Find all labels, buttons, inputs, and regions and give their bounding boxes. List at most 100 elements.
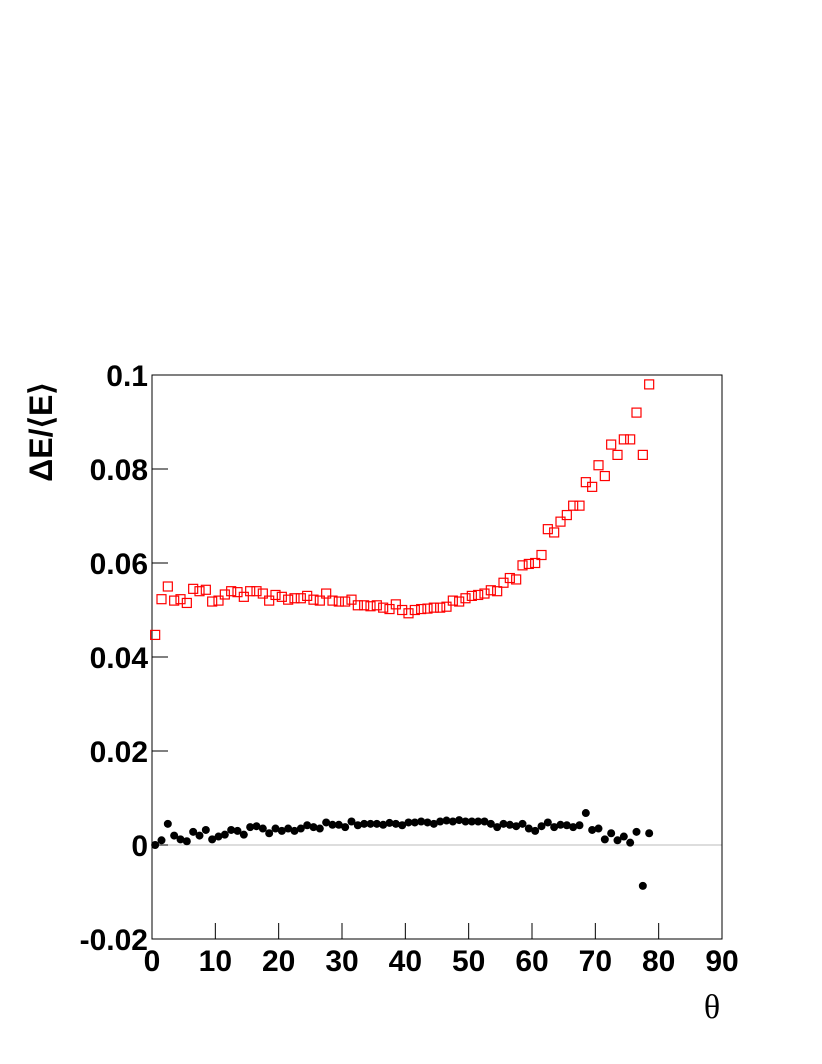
y-tick-label: 0.06 — [90, 548, 148, 581]
marker — [251, 586, 262, 597]
marker — [302, 590, 313, 602]
marker — [175, 594, 186, 605]
marker — [587, 481, 598, 492]
x-tick-label: 60 — [515, 945, 548, 978]
marker — [448, 817, 457, 826]
marker — [518, 819, 527, 828]
marker — [150, 629, 161, 641]
marker — [422, 603, 433, 614]
marker — [474, 817, 483, 826]
y-tick-label: 0 — [131, 830, 148, 863]
y-axis-label: ΔE/⟨E⟩ — [23, 382, 59, 482]
plot-frame — [151, 374, 723, 940]
marker — [441, 601, 452, 612]
marker — [517, 560, 528, 571]
marker — [214, 832, 223, 841]
marker — [200, 584, 211, 595]
marker — [372, 819, 381, 828]
marker — [360, 819, 369, 828]
marker — [227, 825, 236, 834]
y-tick-label: 0.02 — [90, 736, 148, 769]
marker — [239, 830, 248, 839]
marker — [194, 586, 205, 597]
x-axis-label: θ — [704, 989, 720, 1026]
marker — [352, 600, 363, 611]
marker — [460, 593, 471, 604]
marker — [618, 434, 629, 445]
marker — [277, 826, 286, 835]
marker — [220, 830, 229, 839]
marker — [606, 439, 617, 450]
y-tick-label: 0.08 — [90, 454, 148, 487]
x-tick-label: 90 — [705, 945, 738, 978]
marker — [562, 821, 571, 830]
marker — [404, 818, 413, 827]
marker — [550, 823, 559, 832]
marker — [391, 819, 400, 828]
marker — [632, 827, 641, 836]
marker — [504, 572, 515, 584]
y-tick-label: -0.02 — [80, 924, 148, 957]
marker — [613, 836, 622, 845]
marker — [322, 818, 331, 827]
marker — [258, 824, 267, 833]
marker — [181, 597, 192, 609]
marker — [612, 449, 623, 460]
marker — [409, 604, 420, 616]
marker — [619, 832, 628, 841]
marker — [162, 581, 173, 592]
marker — [390, 599, 401, 610]
x-tick-label: 30 — [325, 945, 358, 978]
marker — [264, 595, 275, 606]
marker — [556, 820, 565, 829]
marker — [493, 823, 502, 832]
marker — [492, 586, 503, 597]
x-tick-label: 50 — [452, 945, 485, 978]
marker — [530, 557, 541, 569]
marker — [333, 596, 344, 607]
y-tick-label: 0.1 — [106, 360, 148, 393]
marker — [479, 588, 490, 599]
marker — [334, 820, 343, 829]
marker — [555, 516, 566, 527]
marker — [347, 817, 356, 826]
marker — [379, 820, 388, 829]
marker — [398, 821, 407, 830]
y-tick-label: 0.04 — [90, 642, 149, 675]
marker — [257, 588, 268, 599]
marker — [531, 826, 540, 835]
marker — [511, 574, 522, 585]
marker — [631, 407, 642, 418]
marker — [233, 826, 242, 835]
marker — [626, 838, 635, 847]
marker — [156, 594, 167, 605]
marker — [480, 817, 489, 826]
marker — [246, 823, 255, 832]
marker — [543, 818, 552, 827]
marker — [252, 822, 261, 831]
marker — [201, 825, 210, 834]
marker — [265, 829, 274, 838]
marker — [599, 470, 610, 482]
marker — [283, 594, 294, 605]
x-tick-label: 40 — [389, 945, 422, 978]
marker — [284, 824, 293, 833]
marker — [346, 594, 357, 605]
marker — [169, 595, 180, 606]
marker — [442, 816, 451, 825]
marker — [428, 602, 439, 613]
marker — [485, 585, 496, 596]
marker — [549, 527, 560, 538]
marker — [473, 589, 484, 601]
marker — [575, 821, 584, 830]
marker — [270, 589, 281, 601]
marker — [417, 817, 426, 826]
marker — [290, 826, 299, 835]
marker — [327, 595, 338, 606]
marker — [600, 835, 609, 844]
marker — [607, 829, 616, 838]
marker — [314, 595, 325, 606]
marker — [315, 824, 324, 833]
marker — [574, 500, 585, 511]
